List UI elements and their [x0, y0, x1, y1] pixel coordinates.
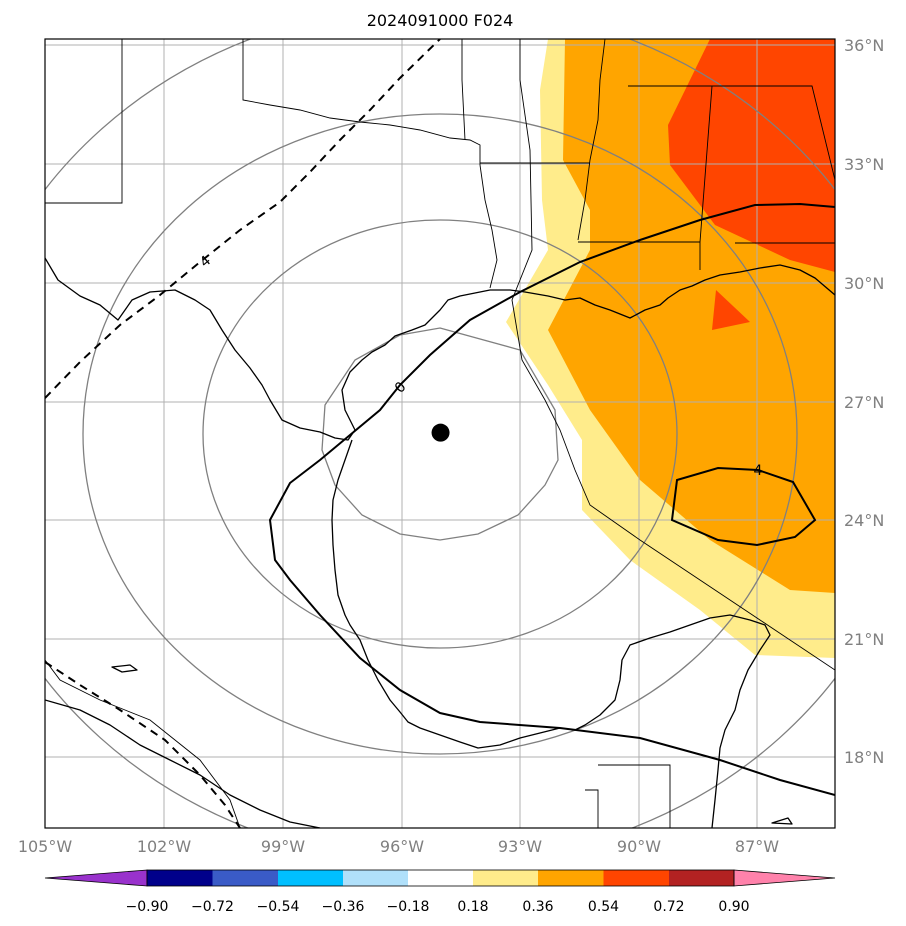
- range-rings: [45, 39, 835, 828]
- map-area: 4 0 4: [45, 39, 835, 828]
- map-frame: [44, 38, 836, 829]
- island-small: [771, 817, 793, 825]
- lat-label: 36°N: [844, 36, 884, 55]
- colorbar-swatch: [278, 870, 343, 886]
- border-tx-la: [479, 164, 498, 289]
- border-guatemala: [585, 789, 599, 828]
- contour-four-gulf: [670, 466, 817, 547]
- border-offshore: [511, 39, 835, 671]
- state-borders: [45, 39, 835, 828]
- colorbar: [44, 869, 836, 887]
- lat-label: 33°N: [844, 155, 884, 174]
- lat-label: 27°N: [844, 393, 884, 412]
- contour-label-gulf: 4: [754, 463, 763, 479]
- border-tx-ok: [242, 39, 481, 165]
- colorbar-tick-label: −0.54: [257, 899, 300, 915]
- graticule: [45, 39, 835, 828]
- contour-four-dashed: [45, 39, 441, 399]
- lat-label: 30°N: [844, 274, 884, 293]
- lon-label: 96°W: [380, 837, 424, 856]
- longitude-labels: 105°W 102°W 99°W 96°W 93°W 90°W 87°W: [18, 837, 779, 856]
- border-nm-tx: [45, 39, 123, 204]
- contour-label-zero: 0: [392, 379, 410, 397]
- baja-island: [111, 664, 138, 673]
- lon-label: 93°W: [498, 837, 542, 856]
- range-ring-2: [202, 219, 678, 649]
- storm-center-marker: [431, 423, 450, 442]
- colorbar-swatch: [473, 870, 538, 886]
- colorbar-swatch: [147, 870, 213, 886]
- colorbar-swatch: [408, 870, 473, 886]
- lon-label: 99°W: [261, 837, 305, 856]
- contour-dashed-southwest: [45, 661, 241, 828]
- border-yucatan: [598, 764, 671, 828]
- border-mex-us: [45, 659, 241, 828]
- colorbar-swatch: [603, 870, 669, 886]
- colorbar-swatch: [212, 870, 278, 886]
- field-red-north: [668, 39, 835, 272]
- colorbar-ticks: −0.90 −0.72 −0.54 −0.36 −0.18 0.18 0.36 …: [126, 899, 750, 915]
- contour-zero: [268, 202, 835, 796]
- latitude-labels: 36°N 33°N 30°N 27°N 24°N 21°N 18°N: [844, 36, 884, 767]
- colorbar-tick-label: 0.36: [522, 899, 553, 915]
- colorbar-swatch: [669, 870, 734, 886]
- lat-label: 24°N: [844, 511, 884, 530]
- border-ms-river: [577, 39, 606, 241]
- colorbar-tick-label: 0.18: [457, 899, 488, 915]
- field-red-spot: [712, 290, 750, 330]
- border-al-ga: [712, 85, 835, 181]
- colorbar-tick-label: −0.36: [322, 899, 365, 915]
- colorbar-frame: [146, 869, 735, 887]
- map-title: 2024091000 F024: [367, 11, 514, 30]
- colorbar-tick-label: −0.72: [191, 899, 234, 915]
- lon-label: 90°W: [617, 837, 661, 856]
- colorbar-tick-label: −0.18: [387, 899, 430, 915]
- lon-label: 105°W: [18, 837, 73, 856]
- colorbar-tick-label: 0.90: [718, 899, 749, 915]
- colorbar-extend-low: [44, 869, 148, 887]
- lon-label: 87°W: [735, 837, 779, 856]
- mexico-pacific-coast: [45, 699, 321, 828]
- colorbar-tick-label: 0.54: [588, 899, 619, 915]
- colorbar-swatch: [343, 870, 408, 886]
- lat-label: 21°N: [844, 630, 884, 649]
- lat-label: 18°N: [844, 748, 884, 767]
- colorbar-tick-label: −0.90: [126, 899, 169, 915]
- gulf-coast-us: [45, 257, 835, 441]
- colorbar-extend-high: [733, 869, 836, 887]
- range-ring-3: [82, 113, 798, 755]
- contour-lines: [45, 39, 835, 828]
- colorbar-swatch: [538, 870, 604, 886]
- colorbar-tick-label: 0.72: [653, 899, 684, 915]
- lon-label: 102°W: [137, 837, 192, 856]
- range-ring-1: [321, 327, 559, 541]
- contour-label-dashed: 4: [197, 253, 214, 271]
- border-ok-ar: [461, 39, 466, 141]
